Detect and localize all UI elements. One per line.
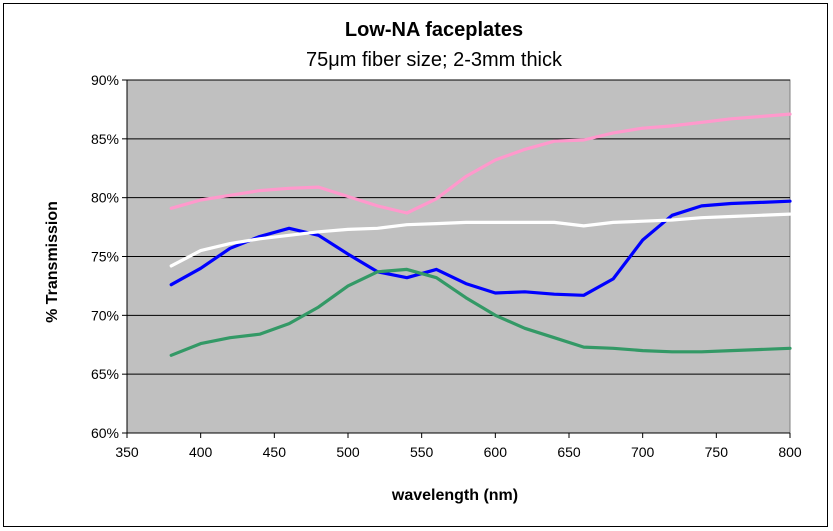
series-lines <box>169 112 792 357</box>
gridlines <box>127 79 790 375</box>
x-tick-label: 600 <box>484 444 508 460</box>
y-tick-label: 70% <box>91 307 119 323</box>
x-tick-label: 750 <box>705 444 729 460</box>
x-tick-label: 500 <box>336 444 360 460</box>
y-axis-label: % Transmission <box>44 201 61 323</box>
x-tick-label: 650 <box>557 444 581 460</box>
x-tick-label: 700 <box>631 444 655 460</box>
series-line-4 <box>169 267 792 357</box>
series-line-1 <box>169 112 792 215</box>
x-tick-label: 550 <box>410 444 434 460</box>
x-axis-label: wavelength (nm) <box>391 487 518 504</box>
y-tick-label: 60% <box>91 425 119 441</box>
axes <box>122 79 791 438</box>
y-tick-label: 80% <box>91 190 119 206</box>
x-tick-label: 400 <box>189 444 213 460</box>
series-line-2 <box>169 199 792 297</box>
y-tick-label: 75% <box>91 249 119 265</box>
y-tick-label: 85% <box>91 131 119 147</box>
y-tick-label: 65% <box>91 366 119 382</box>
x-tick-label: 450 <box>263 444 287 460</box>
tick-labels: 60% 65% 70% 75% 80% 85% 90% 350 400 450 500 550 600 6… <box>91 72 802 460</box>
x-tick-label: 350 <box>115 444 139 460</box>
series-line-3 <box>169 212 792 268</box>
chart-title: Low-NA faceplates <box>345 19 523 41</box>
y-tick-label: 90% <box>91 72 119 88</box>
chart-subtitle: 75μm fiber size; 2-3mm thick <box>306 49 563 71</box>
x-tick-label: 800 <box>778 444 802 460</box>
